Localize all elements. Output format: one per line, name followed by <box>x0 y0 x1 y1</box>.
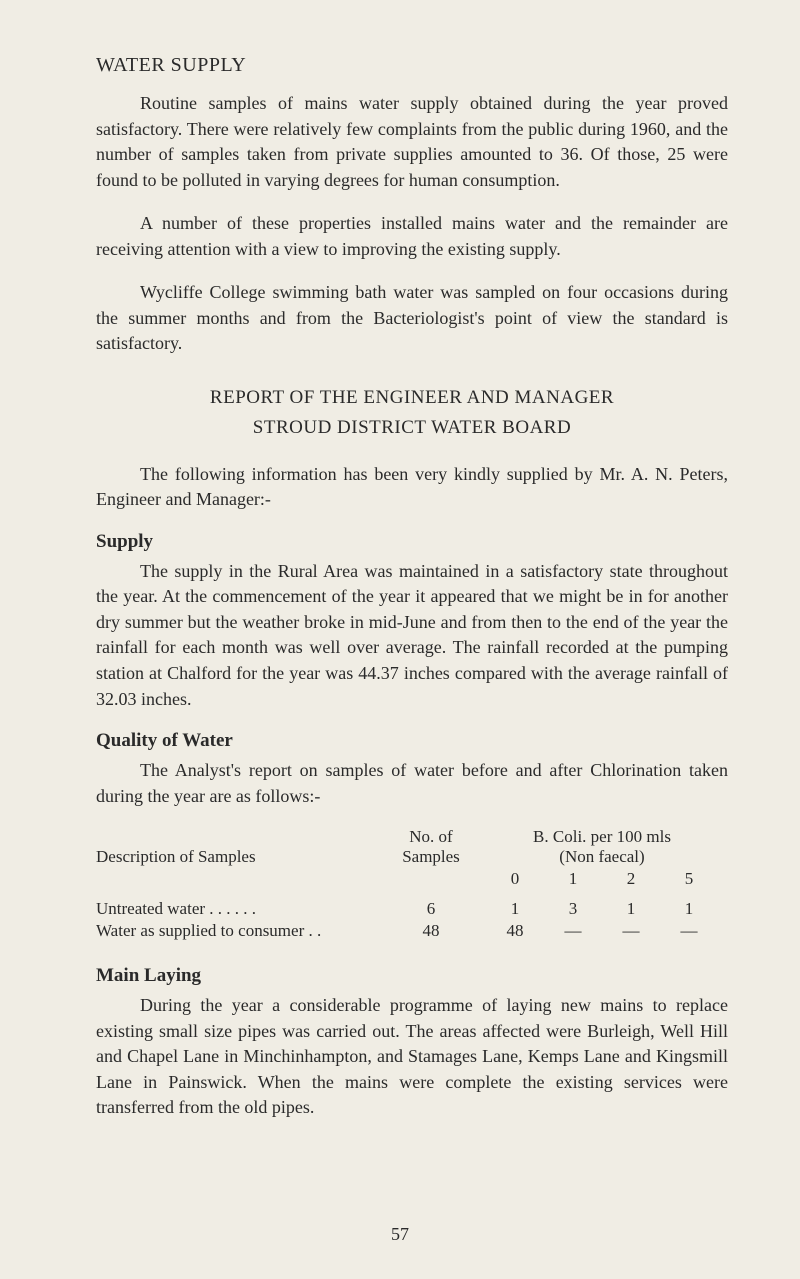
cell: 48 <box>486 921 544 941</box>
row-samples-untreated: 6 <box>386 899 476 919</box>
paragraph-1: Routine samples of mains water supply ob… <box>96 91 728 193</box>
cell: 1 <box>602 899 660 919</box>
supply-body: The supply in the Rural Area was maintai… <box>96 559 728 712</box>
supply-heading: Supply <box>96 531 728 553</box>
table-row: Untreated water . . . . . . 6 1 3 1 1 <box>96 899 728 919</box>
cell: 1 <box>486 899 544 919</box>
report-intro: The following information has been very … <box>96 462 728 513</box>
main-laying-body: During the year a considerable programme… <box>96 993 728 1121</box>
row-values-consumer: 48 — — — <box>476 921 728 941</box>
cell: — <box>660 921 718 941</box>
coli-subheader-spacer1 <box>96 869 386 889</box>
coli-subheader-spacer2 <box>386 869 476 889</box>
report-heading-line1: REPORT OF THE ENGINEER AND MANAGER <box>96 383 728 413</box>
coli-header-3: 5 <box>660 869 718 889</box>
coli-header-1: 1 <box>544 869 602 889</box>
row-values-untreated: 1 3 1 1 <box>476 899 728 919</box>
row-samples-consumer: 48 <box>386 921 476 941</box>
cell: — <box>544 921 602 941</box>
page-number: 57 <box>0 1224 800 1245</box>
main-laying-heading: Main Laying <box>96 965 728 987</box>
col-header-coli-line2: (Non faecal) <box>476 847 728 867</box>
report-heading-block: REPORT OF THE ENGINEER AND MANAGER STROU… <box>96 383 728 444</box>
col-header-desc: Description of Samples <box>96 847 386 867</box>
col-header-spacer <box>96 827 386 847</box>
page-title: WATER SUPPLY <box>96 54 728 77</box>
col-header-samples-line1: No. of <box>386 827 476 847</box>
paragraph-2: A number of these properties installed m… <box>96 211 728 262</box>
row-label-consumer: Water as supplied to consumer . . <box>96 921 386 941</box>
coli-header-0: 0 <box>486 869 544 889</box>
cell: — <box>602 921 660 941</box>
coli-subheader-values: 0 1 2 5 <box>476 869 728 889</box>
row-label-untreated: Untreated water . . . . . . <box>96 899 386 919</box>
quality-body: The Analyst's report on samples of water… <box>96 758 728 809</box>
table-row: Water as supplied to consumer . . 48 48 … <box>96 921 728 941</box>
coli-subheader-row: 0 1 2 5 <box>96 869 728 889</box>
samples-table: No. of B. Coli. per 100 mls Description … <box>96 827 728 941</box>
col-header-coli-line1: B. Coli. per 100 mls <box>476 827 728 847</box>
table-header-row-2: Description of Samples Samples (Non faec… <box>96 847 728 867</box>
cell: 1 <box>660 899 718 919</box>
coli-header-2: 2 <box>602 869 660 889</box>
report-heading-line2: STROUD DISTRICT WATER BOARD <box>96 413 728 443</box>
quality-heading: Quality of Water <box>96 730 728 752</box>
table-header-row-1: No. of B. Coli. per 100 mls <box>96 827 728 847</box>
paragraph-3: Wycliffe College swimming bath water was… <box>96 280 728 357</box>
col-header-samples-line2: Samples <box>386 847 476 867</box>
cell: 3 <box>544 899 602 919</box>
